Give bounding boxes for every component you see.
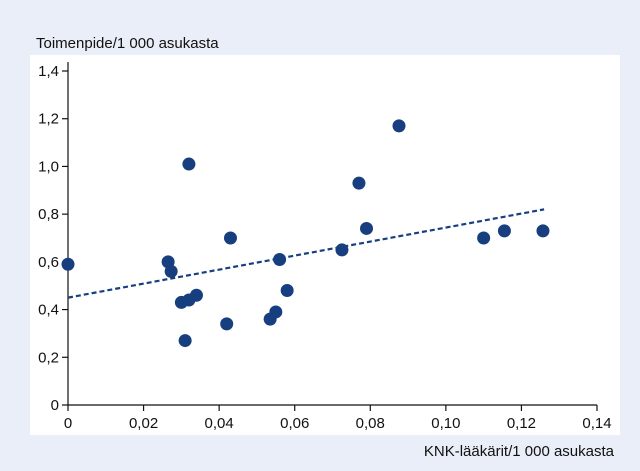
y-tick-label: 1,4 — [38, 63, 59, 80]
point — [220, 317, 234, 331]
y-tick-label: 0,8 — [38, 206, 59, 223]
x-tick-label: 0,08 — [356, 415, 385, 432]
point — [178, 334, 192, 348]
y-tick-label: 0,2 — [38, 349, 59, 366]
point — [360, 221, 374, 235]
y-axis-label: Toimenpide/1 000 asukasta — [36, 35, 219, 52]
x-tick-label: 0,04 — [205, 415, 234, 432]
x-tick-label: 0 — [64, 415, 72, 432]
x-tick-label: 0,14 — [582, 415, 611, 432]
plot-area — [30, 55, 620, 435]
point — [352, 176, 366, 190]
point — [392, 119, 406, 133]
x-tick-label: 0,12 — [507, 415, 536, 432]
point — [280, 283, 294, 297]
point — [477, 231, 491, 245]
point — [189, 288, 203, 302]
y-tick-label: 0,6 — [38, 254, 59, 271]
point — [182, 157, 196, 171]
y-tick-label: 1,0 — [38, 158, 59, 175]
point — [497, 224, 511, 238]
y-tick-label: 1,2 — [38, 111, 59, 128]
point — [223, 231, 237, 245]
point — [335, 243, 349, 257]
point — [164, 264, 178, 278]
x-tick-label: 0,02 — [129, 415, 158, 432]
y-tick-label: 0 — [51, 397, 59, 414]
y-tick-label: 0,4 — [38, 302, 59, 319]
point — [273, 252, 287, 266]
trend-line — [67, 208, 545, 299]
point — [536, 224, 550, 238]
point — [61, 257, 75, 271]
x-tick-label: 0,06 — [280, 415, 309, 432]
x-axis-label: KNK-lääkärit/1 000 asukasta — [424, 443, 615, 460]
point — [269, 305, 283, 319]
x-tick-label: 0,10 — [431, 415, 460, 432]
